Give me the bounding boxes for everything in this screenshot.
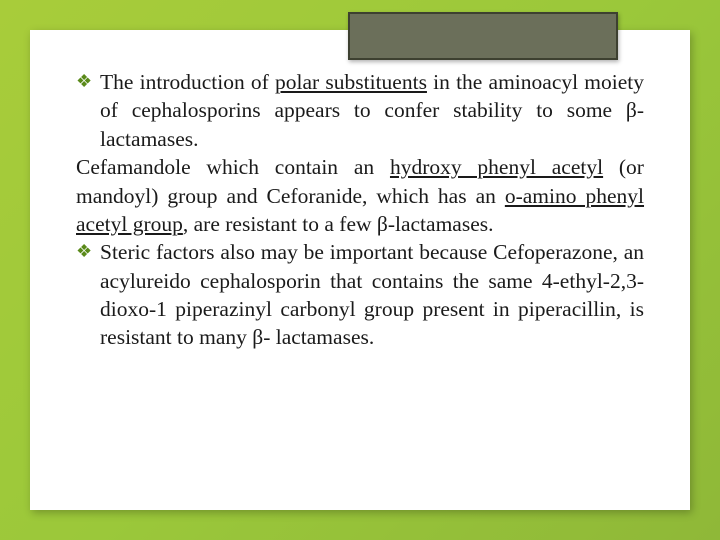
bullet-paragraph-1: ❖ The introduction of polar substituents… <box>76 68 644 153</box>
paragraph-2: Cefamandole which contain an hydroxy phe… <box>76 153 644 238</box>
bullet-paragraph-3: ❖ Steric factors also may be important b… <box>76 238 644 352</box>
diamond-bullet-icon: ❖ <box>76 70 92 94</box>
slide-body: ❖ The introduction of polar substituents… <box>76 68 644 352</box>
p2-underline-1: hydroxy phenyl acetyl <box>390 155 603 179</box>
diamond-bullet-icon: ❖ <box>76 240 92 264</box>
p2-text-1: Cefamandole which contain an <box>76 155 390 179</box>
corner-decoration <box>348 12 618 60</box>
p1-text-1: The introduction of <box>100 70 275 94</box>
p1-underline-1: polar substituents <box>275 70 427 94</box>
p2-text-3: , are resistant to a few β-lactamases. <box>183 212 494 236</box>
p3-text-1: Steric factors also may be important bec… <box>100 240 644 349</box>
content-card: ❖ The introduction of polar substituents… <box>30 30 690 510</box>
